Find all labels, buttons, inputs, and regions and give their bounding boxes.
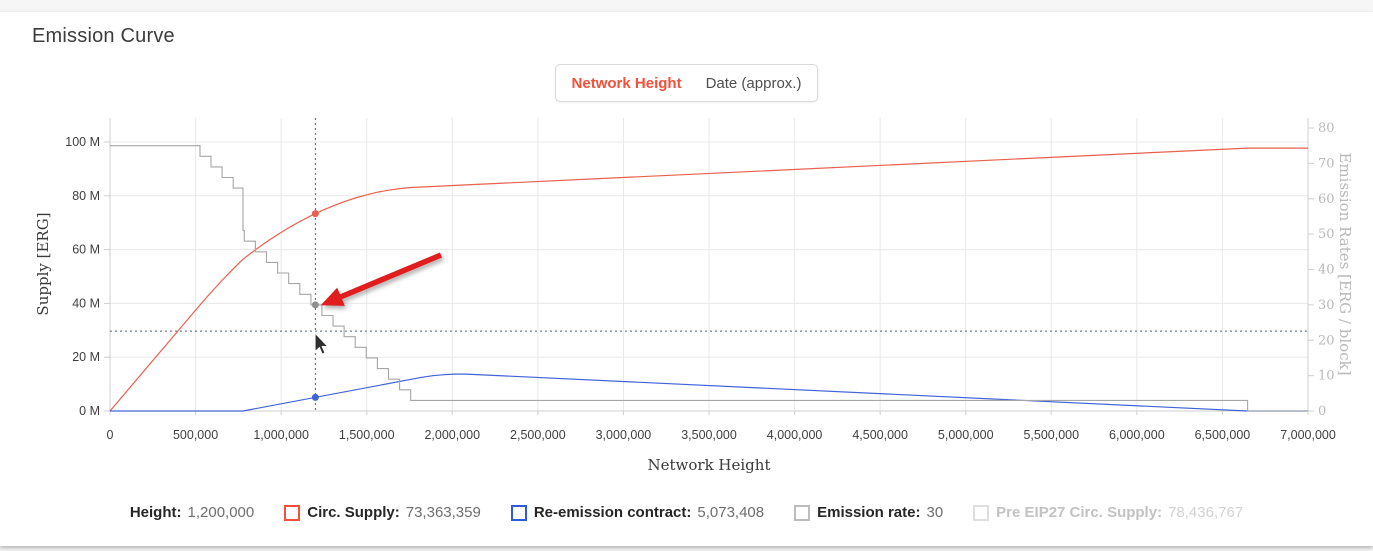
axis-mode-toggle: Network Height Date (approx.) [554, 64, 819, 102]
legend-item-pre-eip27-supply[interactable]: Pre EIP27 Circ. Supply: 78,436,767 [973, 504, 1243, 521]
emission-curve-chart: 0 500,000 1,000,000 1,500,000 2,000,000 2,500… [0, 12, 1373, 494]
legend-label: Emission rate: [817, 504, 921, 521]
x-tick-label: 1,000,000 [253, 428, 309, 442]
toggle-option-network-height[interactable]: Network Height [571, 74, 682, 92]
x-tick-label: 6,500,000 [1195, 428, 1251, 442]
right-tick-label: 20 [1318, 333, 1335, 348]
x-tick-label: 4,000,000 [767, 428, 823, 442]
legend-value: 5,073,408 [697, 504, 765, 521]
emission-rate-swatch [794, 504, 811, 521]
x-tick-label: 4,500,000 [852, 428, 908, 442]
x-tick-label: 3,000,000 [596, 428, 652, 442]
re-emission-hover-point [311, 393, 319, 401]
x-axis-title: Network Height [647, 456, 771, 474]
mouse-cursor-icon [314, 331, 330, 355]
right-tick-label: 30 [1318, 298, 1335, 313]
x-tick-label: 3,500,000 [681, 428, 737, 442]
circ-supply-hover-point [311, 210, 319, 218]
x-tick-label: 5,000,000 [938, 428, 994, 442]
right-axis-title: Emission Rates [ERG / block] [1336, 152, 1354, 376]
x-tick-label: 500,000 [173, 428, 218, 442]
right-tick-label: 40 [1318, 263, 1335, 278]
legend-label: Pre EIP27 Circ. Supply: [996, 504, 1163, 521]
x-tick-label: 6,000,000 [1109, 428, 1165, 442]
left-tick-label: 0 M [79, 404, 100, 418]
readout-height: Height: 1,200,000 [130, 504, 254, 521]
right-tick-label: 10 [1318, 369, 1335, 384]
toggle-option-date[interactable]: Date (approx.) [705, 74, 802, 92]
annotation-arrow-icon [320, 252, 443, 306]
emission-rate-series-line [110, 145, 1308, 412]
right-tick-label: 80 [1318, 121, 1335, 136]
plot-area[interactable] [110, 118, 1308, 411]
left-axis-title: Supply [ERG] [34, 212, 52, 316]
x-tick-label: 2,000,000 [424, 428, 480, 442]
left-tick-label: 100 M [65, 135, 100, 149]
legend-item-re-emission[interactable]: Re-emission contract: 5,073,408 [510, 504, 765, 521]
legend-label: Circ. Supply: [307, 504, 400, 521]
chart-readout-legend: Height: 1,200,000 Circ. Supply: 73,363,3… [0, 504, 1373, 521]
right-tick-label: 50 [1318, 227, 1335, 242]
right-tick-label: 0 [1318, 404, 1326, 419]
emission-rate-hover-point [311, 301, 319, 309]
x-tick-label: 1,500,000 [339, 428, 395, 442]
legend-item-circ-supply[interactable]: Circ. Supply: 73,363,359 [284, 504, 481, 521]
readout-height-value: 1,200,000 [187, 504, 255, 521]
x-tick-label: 7,000,000 [1280, 428, 1336, 442]
left-tick-label: 60 M [72, 243, 100, 257]
right-tick-label: 70 [1318, 156, 1335, 171]
chart-canvas[interactable]: 0 500,000 1,000,000 1,500,000 2,000,000 2,500… [0, 12, 1373, 494]
legend-value: 73,363,359 [405, 504, 481, 521]
right-tick-label: 60 [1318, 192, 1335, 207]
x-tick-label: 2,500,000 [510, 428, 566, 442]
x-tick-label: 5,500,000 [1023, 428, 1079, 442]
emission-curve-card: Emission Curve Network Height Date (appr… [0, 12, 1373, 546]
re-emission-series-line [110, 373, 1308, 412]
legend-value: 78,436,767 [1168, 504, 1244, 521]
legend-label: Re-emission contract: [533, 504, 692, 521]
page-title: Emission Curve [32, 25, 175, 47]
left-tick-label: 40 M [72, 296, 100, 310]
circ-supply-swatch [284, 504, 301, 521]
legend-value: 30 [926, 504, 944, 521]
readout-height-label: Height: [129, 504, 182, 521]
left-tick-label: 80 M [72, 189, 100, 203]
pre-eip27-swatch [973, 504, 990, 521]
x-tick-label: 0 [107, 428, 114, 442]
left-tick-label: 20 M [72, 350, 100, 364]
re-emission-swatch [510, 504, 527, 521]
legend-item-emission-rate[interactable]: Emission rate: 30 [794, 504, 943, 521]
